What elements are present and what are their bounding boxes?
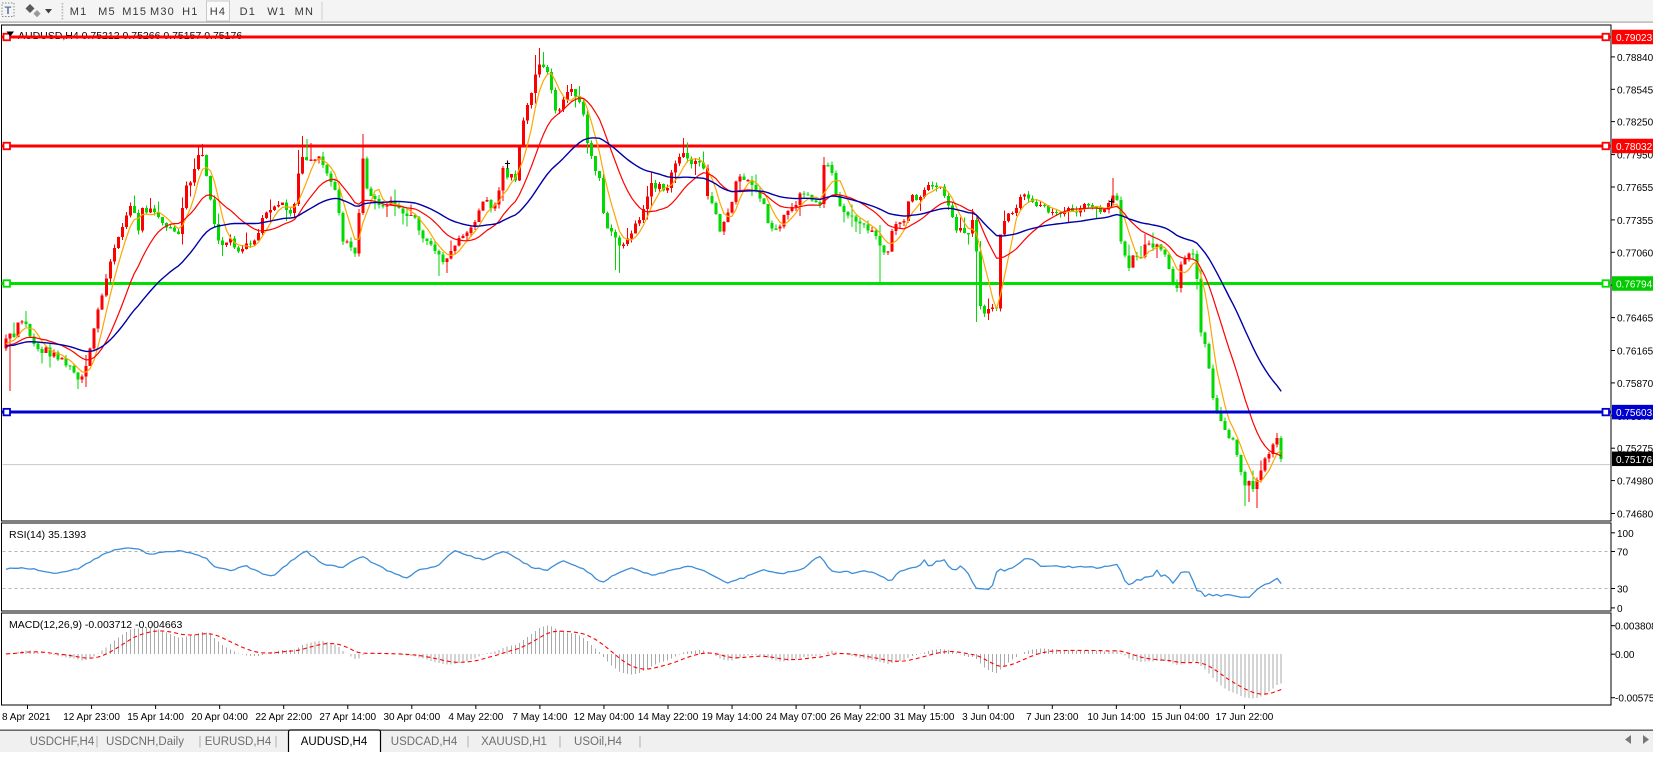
svg-text:-0.005757: -0.005757 bbox=[1615, 694, 1653, 705]
svg-text:AUDUSD,H4: AUDUSD,H4 bbox=[301, 736, 368, 748]
svg-text:M15: M15 bbox=[122, 6, 147, 18]
svg-text:D1: D1 bbox=[240, 6, 256, 18]
svg-text:0.79023: 0.79023 bbox=[1616, 33, 1653, 44]
svg-text:7 May 14:00: 7 May 14:00 bbox=[512, 712, 567, 723]
svg-text:0.77060: 0.77060 bbox=[1617, 248, 1653, 259]
svg-text:M1: M1 bbox=[70, 6, 88, 18]
svg-text:0.75176: 0.75176 bbox=[1616, 455, 1653, 466]
svg-text:24 May 07:00: 24 May 07:00 bbox=[766, 712, 827, 723]
svg-text:3 Jun 04:00: 3 Jun 04:00 bbox=[962, 712, 1015, 723]
svg-text:M5: M5 bbox=[98, 6, 116, 18]
svg-text:0.78545: 0.78545 bbox=[1617, 85, 1653, 96]
svg-text:30 Apr 04:00: 30 Apr 04:00 bbox=[383, 712, 440, 723]
svg-text:USDCAD,H4: USDCAD,H4 bbox=[391, 736, 458, 748]
svg-text:M30: M30 bbox=[150, 6, 175, 18]
svg-text:12 Apr 23:00: 12 Apr 23:00 bbox=[63, 712, 120, 723]
svg-text:0.74980: 0.74980 bbox=[1617, 477, 1653, 488]
svg-text:30: 30 bbox=[1617, 585, 1629, 596]
svg-text:0.76465: 0.76465 bbox=[1617, 314, 1653, 325]
svg-text:XAUUSD,H1: XAUUSD,H1 bbox=[481, 736, 547, 748]
svg-text:USDCNH,Daily: USDCNH,Daily bbox=[106, 736, 184, 748]
svg-text:26 May 22:00: 26 May 22:00 bbox=[830, 712, 891, 723]
svg-text:|: | bbox=[467, 736, 470, 748]
svg-text:0.76794: 0.76794 bbox=[1616, 280, 1653, 291]
svg-text:|: | bbox=[199, 736, 202, 748]
svg-text:12 May 04:00: 12 May 04:00 bbox=[574, 712, 635, 723]
svg-text:H1: H1 bbox=[182, 6, 198, 18]
svg-text:10 Jun 14:00: 10 Jun 14:00 bbox=[1087, 712, 1145, 723]
svg-text:|: | bbox=[559, 736, 562, 748]
svg-text:0.003808: 0.003808 bbox=[1615, 622, 1653, 633]
svg-text:70: 70 bbox=[1617, 548, 1629, 559]
svg-text:USOil,H4: USOil,H4 bbox=[574, 736, 623, 748]
svg-text:15 Apr 14:00: 15 Apr 14:00 bbox=[127, 712, 184, 723]
svg-text:100: 100 bbox=[1617, 529, 1634, 540]
svg-text:0.77950: 0.77950 bbox=[1617, 151, 1653, 162]
svg-text:4 May 22:00: 4 May 22:00 bbox=[448, 712, 503, 723]
svg-text:31 May 15:00: 31 May 15:00 bbox=[894, 712, 955, 723]
svg-text:15 Jun 04:00: 15 Jun 04:00 bbox=[1151, 712, 1209, 723]
svg-text:0.78032: 0.78032 bbox=[1616, 142, 1653, 153]
svg-text:MN: MN bbox=[295, 6, 315, 18]
svg-text:20 Apr 04:00: 20 Apr 04:00 bbox=[191, 712, 248, 723]
svg-text:W1: W1 bbox=[267, 6, 286, 18]
svg-text:EURUSD,H4: EURUSD,H4 bbox=[205, 736, 272, 748]
svg-text:27 Apr 14:00: 27 Apr 14:00 bbox=[319, 712, 376, 723]
svg-text:0.75870: 0.75870 bbox=[1617, 379, 1653, 390]
svg-text:MACD(12,26,9) -0.003712 -0.004: MACD(12,26,9) -0.003712 -0.004663 bbox=[9, 619, 183, 631]
svg-text:0.78840: 0.78840 bbox=[1617, 53, 1653, 64]
svg-text:USDCHF,H4: USDCHF,H4 bbox=[30, 736, 95, 748]
svg-text:8 Apr 2021: 8 Apr 2021 bbox=[2, 712, 51, 723]
svg-text:|: | bbox=[639, 736, 642, 748]
svg-text:0.77355: 0.77355 bbox=[1617, 216, 1653, 227]
svg-text:22 Apr 22:00: 22 Apr 22:00 bbox=[255, 712, 312, 723]
svg-text:0.75275: 0.75275 bbox=[1617, 444, 1653, 455]
svg-text:0.76165: 0.76165 bbox=[1617, 347, 1653, 358]
svg-text:T: T bbox=[5, 5, 12, 17]
svg-text:H4: H4 bbox=[210, 6, 226, 18]
svg-text:19 May 14:00: 19 May 14:00 bbox=[702, 712, 763, 723]
svg-text:14 May 22:00: 14 May 22:00 bbox=[638, 712, 699, 723]
svg-text:0.00: 0.00 bbox=[1615, 650, 1635, 661]
svg-text:0.75603: 0.75603 bbox=[1616, 408, 1653, 419]
svg-text:0.77655: 0.77655 bbox=[1617, 183, 1653, 194]
svg-text:7 Jun 23:00: 7 Jun 23:00 bbox=[1026, 712, 1079, 723]
svg-text:17 Jun 22:00: 17 Jun 22:00 bbox=[1216, 712, 1274, 723]
svg-text:|: | bbox=[275, 736, 278, 748]
svg-text:0.74680: 0.74680 bbox=[1617, 510, 1653, 521]
svg-text:0: 0 bbox=[1617, 604, 1623, 615]
svg-text:0.78250: 0.78250 bbox=[1617, 118, 1653, 129]
svg-text:|: | bbox=[96, 736, 99, 748]
svg-text:RSI(14) 35.1393: RSI(14) 35.1393 bbox=[9, 529, 86, 541]
